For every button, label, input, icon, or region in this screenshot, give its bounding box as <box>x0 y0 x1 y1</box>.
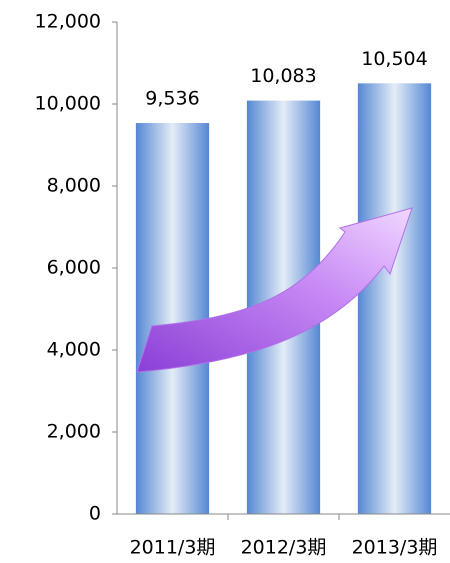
value-label: 9,536 <box>145 88 199 110</box>
y-tick-label: 0 <box>89 503 101 525</box>
value-label: 10,083 <box>250 65 316 87</box>
y-tick-label: 8,000 <box>47 175 101 197</box>
x-tick-label: 2012/3期 <box>241 537 327 559</box>
trend-arrow <box>136 207 413 373</box>
value-label: 10,504 <box>361 48 427 70</box>
y-tick-label: 12,000 <box>35 11 101 33</box>
y-tick-label: 4,000 <box>47 339 101 361</box>
y-tick-label: 2,000 <box>47 421 101 443</box>
x-tick-label: 2011/3期 <box>130 537 216 559</box>
y-tick-label: 6,000 <box>47 257 101 279</box>
bar <box>357 83 432 514</box>
bar <box>135 123 210 515</box>
y-tick-label: 10,000 <box>35 93 101 115</box>
x-tick-label: 2013/3期 <box>352 537 438 559</box>
